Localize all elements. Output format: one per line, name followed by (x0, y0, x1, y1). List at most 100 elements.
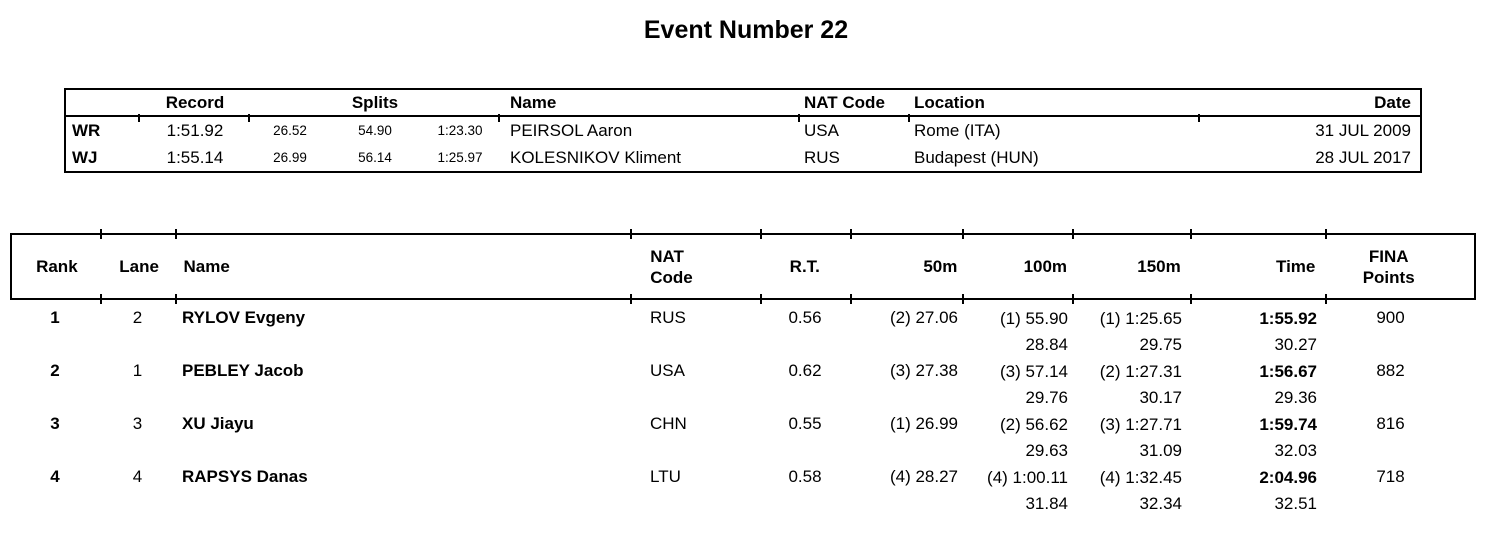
split-100m-cell: (4) 1:00.11 31.84 (962, 465, 1072, 514)
final-time-cell: 1:59.74 32.03 (1190, 412, 1325, 461)
natcode-header: NAT Code (630, 246, 760, 288)
split-100m-time: (2) 56.62 (999, 415, 1068, 434)
reaction-time-cell: 0.55 (788, 414, 822, 433)
column-tick (1190, 294, 1192, 304)
records-table: Record Splits Name NAT Code Location Dat… (64, 88, 1422, 173)
result-row: 1 2 RYLOV Evgeny RUS 0.56 (2) 27.06 (1) … (10, 302, 1476, 355)
split-150m-lap: 29.75 (1139, 335, 1182, 354)
time-header: Time (1276, 257, 1316, 276)
column-tick (850, 229, 852, 239)
column-tick (175, 229, 177, 239)
split-100m-lap: 31.84 (1025, 494, 1068, 513)
column-tick (100, 294, 102, 304)
lane-cell: 4 (132, 467, 143, 486)
natcode-cell: LTU (650, 467, 681, 486)
natcode-cell: USA (650, 361, 685, 380)
column-tick (100, 229, 102, 239)
split-50m-cell: (3) 27.38 (889, 361, 958, 380)
column-tick (760, 229, 762, 239)
record-natcode-header: NAT Code (804, 92, 885, 112)
final-lap: 32.51 (1274, 494, 1317, 513)
event-title: Event Number 22 (643, 16, 849, 44)
split-150m-time: (1) 1:25.65 (1099, 309, 1182, 328)
column-tick (1198, 114, 1200, 122)
split-100m-lap: 29.76 (1025, 388, 1068, 407)
column-tick (498, 114, 500, 122)
record-split-150: 1:23.30 (437, 123, 483, 138)
split-50m-header: 50m (923, 257, 958, 276)
rank-cell: 4 (50, 467, 60, 486)
final-lap: 29.36 (1274, 388, 1317, 407)
record-type: WJ (72, 147, 98, 167)
column-tick (175, 294, 177, 304)
record-split-100: 56.14 (358, 150, 392, 165)
fina-points-cell: 816 (1376, 414, 1405, 433)
split-50m-cell: (1) 26.99 (889, 414, 958, 433)
lane-cell: 3 (132, 414, 143, 433)
final-time-cell: 1:56.67 29.36 (1190, 359, 1325, 408)
record-location: Budapest (HUN) (914, 147, 1039, 167)
final-time: 1:55.92 (1259, 309, 1317, 328)
splits-header-spacer (420, 90, 500, 115)
final-time: 1:56.67 (1259, 362, 1317, 381)
split-100m-lap: 28.84 (1025, 335, 1068, 354)
split-150m-lap: 30.17 (1139, 388, 1182, 407)
record-location: Rome (ITA) (914, 120, 1001, 140)
column-tick (248, 114, 250, 122)
split-150m-cell: (3) 1:27.71 31.09 (1072, 412, 1190, 461)
lane-cell: 2 (132, 308, 143, 327)
split-150m-cell: (1) 1:25.65 29.75 (1072, 306, 1190, 355)
results-header-row: Rank Lane Name NAT Code R.T. 50m 100m 15… (10, 229, 1476, 304)
record-split-100: 54.90 (358, 123, 392, 138)
lane-cell: 1 (132, 361, 143, 380)
record-date: 31 JUL 2009 (1315, 120, 1411, 140)
split-150m-time: (2) 1:27.31 (1099, 362, 1182, 381)
result-row: 2 1 PEBLEY Jacob USA 0.62 (3) 27.38 (3) … (10, 355, 1476, 408)
splits-header: Splits (351, 92, 399, 112)
split-100m-cell: (2) 56.62 29.63 (962, 412, 1072, 461)
record-location-header: Location (914, 92, 985, 112)
split-150m-cell: (2) 1:27.31 30.17 (1072, 359, 1190, 408)
reaction-time-cell: 0.62 (788, 361, 822, 380)
column-tick (1190, 229, 1192, 239)
record-header: Record (165, 92, 225, 112)
split-50m-cell: (2) 27.06 (889, 308, 958, 327)
record-row-wj: WJ 1:55.14 26.99 56.14 1:25.97 KOLESNIKO… (66, 144, 1420, 171)
reaction-time-cell: 0.58 (788, 467, 822, 486)
split-150m-time: (4) 1:32.45 (1099, 468, 1182, 487)
split-100m-cell: (1) 55.90 28.84 (962, 306, 1072, 355)
result-row: 3 3 XU Jiayu CHN 0.55 (1) 26.99 (2) 56.6… (10, 408, 1476, 461)
swimmer-name-cell: RAPSYS Danas (182, 467, 308, 486)
natcode-header-line1: NAT (650, 246, 684, 266)
record-row-wr: WR 1:51.92 26.52 54.90 1:23.30 PEIRSOL A… (66, 117, 1420, 144)
record-date-header: Date (1374, 92, 1411, 112)
natcode-cell: CHN (650, 414, 687, 433)
column-tick (798, 114, 800, 122)
split-150m-cell: (4) 1:32.45 32.34 (1072, 465, 1190, 514)
final-time-cell: 1:55.92 30.27 (1190, 306, 1325, 355)
split-150m-time: (3) 1:27.71 (1099, 415, 1182, 434)
record-time: 1:55.14 (166, 147, 224, 167)
fina-points-cell: 718 (1376, 467, 1405, 486)
swimmer-name-cell: XU Jiayu (182, 414, 254, 433)
record-time: 1:51.92 (166, 120, 224, 140)
swimmer-name-cell: PEBLEY Jacob (182, 361, 304, 380)
record-holder-name: PEIRSOL Aaron (510, 120, 633, 140)
column-tick (962, 294, 964, 304)
column-tick (760, 294, 762, 304)
record-natcode: USA (804, 120, 839, 140)
split-100m-lap: 29.63 (1025, 441, 1068, 460)
record-natcode: RUS (804, 147, 840, 167)
column-tick (1325, 294, 1327, 304)
split-150m-lap: 32.34 (1139, 494, 1182, 513)
column-tick (1072, 294, 1074, 304)
natcode-cell: RUS (650, 308, 686, 327)
natcode-header-line2: Code (650, 267, 693, 287)
reaction-time-header: R.T. (789, 257, 820, 276)
record-split-50: 26.99 (273, 150, 307, 165)
swimmer-name-cell: RYLOV Evgeny (182, 308, 306, 327)
fina-points-header: FINA Points (1323, 246, 1474, 288)
fina-points-cell: 882 (1376, 361, 1405, 380)
column-tick (1325, 229, 1327, 239)
